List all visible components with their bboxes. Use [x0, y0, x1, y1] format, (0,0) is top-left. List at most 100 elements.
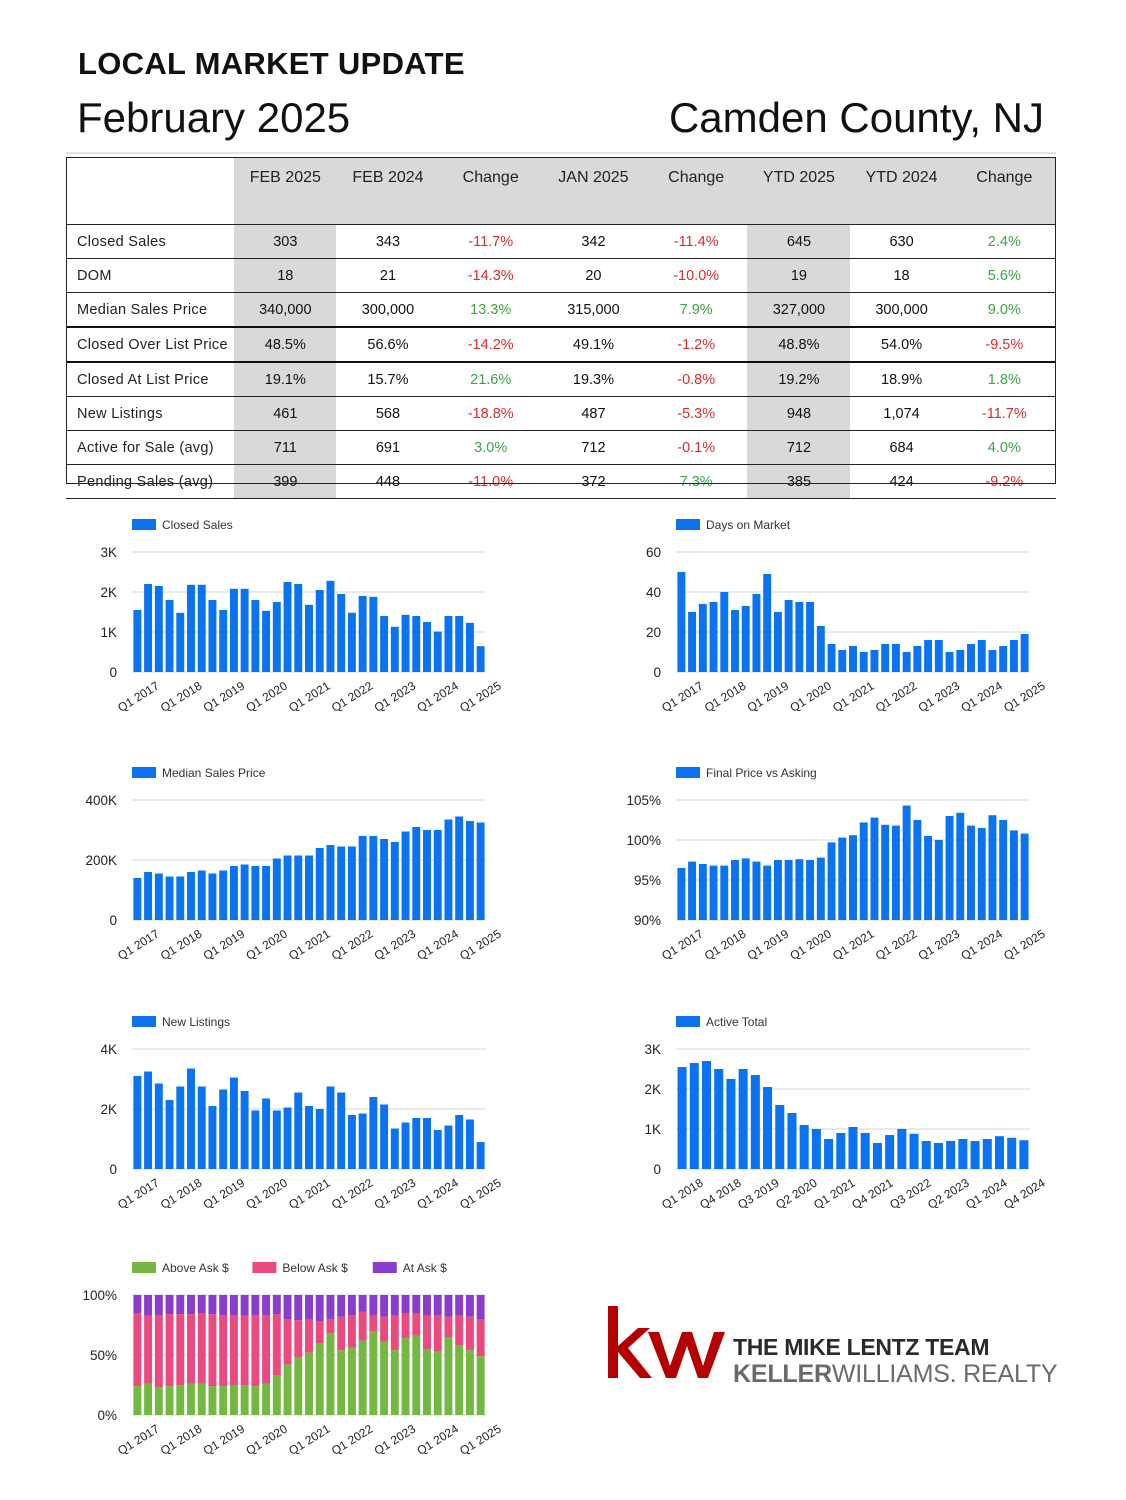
- bar: [455, 816, 464, 920]
- bar-segment: [305, 1319, 313, 1353]
- bar-segment: [176, 1314, 185, 1385]
- bar-segment: [272, 1295, 281, 1315]
- bar: [219, 870, 228, 920]
- x-tick-label: Q2 2023: [925, 1176, 972, 1212]
- bar-segment: [240, 1385, 249, 1415]
- stats-row: Pending Sales (avg) 399 448 -11.0% 372 7.3% 38…: [66, 464, 1056, 499]
- stats-value-cell: 711: [234, 430, 337, 465]
- bar: [999, 820, 1008, 920]
- brokerage-name-rest: WILLIAMS. REALTY: [831, 1360, 1058, 1388]
- report-month: February 2025: [77, 94, 351, 141]
- stats-row: Closed Sales 303 343 -11.7% 342 -11.4% 645 630 2…: [66, 224, 1056, 259]
- bar: [476, 1142, 485, 1169]
- bar: [848, 1127, 858, 1169]
- bar-segment: [219, 1295, 228, 1316]
- y-tick-label: 1K: [100, 625, 117, 640]
- bar: [881, 824, 890, 920]
- y-tick-label: 95%: [634, 873, 661, 888]
- bar: [787, 1113, 797, 1169]
- bar: [165, 876, 174, 920]
- bar: [176, 876, 185, 920]
- above-below-at-ask-chart: Above Ask $ Below Ask $ At Ask $ 0% 50% 100% Q…: [66, 1253, 506, 1483]
- legend-swatch: [132, 1262, 156, 1273]
- x-tick-label: Q1 2021: [286, 1422, 333, 1458]
- bar: [197, 1086, 206, 1169]
- bar: [262, 610, 271, 672]
- bar-segment: [455, 1345, 464, 1415]
- legend-label: Days on Market: [706, 518, 791, 532]
- bar-segment: [465, 1350, 474, 1415]
- bar: [677, 868, 686, 920]
- x-tick-label: Q1 2022: [873, 679, 920, 715]
- stats-row-label: New Listings: [66, 396, 235, 431]
- bar: [187, 1068, 195, 1169]
- bar-segment: [305, 1295, 313, 1319]
- bar-segment: [444, 1295, 453, 1317]
- bar: [921, 1141, 931, 1169]
- x-tick-label: Q1 2022: [329, 927, 376, 963]
- bar: [1020, 634, 1029, 672]
- bar-segment: [369, 1331, 378, 1415]
- stats-value-cell: 19: [747, 258, 851, 293]
- bar: [315, 1109, 324, 1169]
- bar: [934, 640, 943, 672]
- x-tick-label: Q1 2021: [286, 679, 333, 715]
- report-region: Camden County, NJ: [668, 94, 1044, 141]
- bar: [444, 819, 453, 920]
- y-tick-label: 0: [109, 913, 117, 928]
- y-tick-label: 3K: [644, 1042, 661, 1057]
- brokerage-name: KELLERWILLIAMS. REALTY: [733, 1360, 1058, 1389]
- bar: [229, 588, 238, 672]
- bar: [251, 600, 260, 672]
- bar: [731, 860, 739, 920]
- stats-value-cell: 56.6%: [336, 327, 440, 363]
- stats-value-cell: 18: [234, 258, 337, 293]
- stats-corner-cell: [66, 157, 235, 225]
- stats-row: Active for Sale (avg) 711 691 3.0% 712 -0.1% 7…: [66, 430, 1056, 465]
- bar: [240, 864, 249, 920]
- bar: [933, 1143, 943, 1169]
- stats-value-cell: 48.8%: [747, 327, 851, 363]
- bar: [870, 650, 879, 672]
- stats-value-cell: 343: [336, 224, 440, 259]
- bar-segment: [347, 1347, 356, 1415]
- x-tick-label: Q1 2019: [201, 1176, 248, 1212]
- x-tick-label: Q1 2017: [115, 1422, 162, 1458]
- bar: [967, 825, 975, 920]
- bar: [689, 1063, 699, 1169]
- legend-swatch: [132, 767, 156, 778]
- bar: [752, 861, 761, 920]
- stats-header-row: FEB 2025 FEB 2024 Change JAN 2025 Change…: [66, 157, 1056, 225]
- stats-body: Closed Sales 303 343 -11.7% 342 -11.4% 645 630 2…: [66, 224, 1056, 499]
- stats-row-label: Pending Sales (avg): [66, 464, 235, 499]
- bar-segment: [283, 1364, 292, 1415]
- bar: [970, 1141, 980, 1169]
- stats-row: Closed At List Price 19.1% 15.7% 21.6% 19.3%…: [66, 362, 1056, 397]
- stats-change-cell: 2.4%: [952, 224, 1056, 259]
- x-tick-label: Q3 2022: [887, 1176, 934, 1212]
- x-tick-label: Q2 2020: [773, 1176, 820, 1212]
- bar: [315, 848, 324, 920]
- bar: [934, 840, 943, 920]
- bar: [347, 846, 356, 920]
- bar: [423, 1118, 431, 1169]
- bar: [197, 870, 206, 920]
- bar: [795, 602, 804, 672]
- bar: [433, 1130, 442, 1169]
- bar-segment: [272, 1375, 281, 1415]
- stats-value-cell: 645: [747, 224, 851, 259]
- bar: [859, 652, 868, 672]
- bar: [913, 646, 922, 672]
- stats-value-cell: 340,000: [234, 292, 337, 328]
- y-tick-label: 0%: [97, 1408, 117, 1423]
- report-heading: LOCAL MARKET UPDATE: [78, 46, 465, 81]
- bar: [154, 1083, 163, 1169]
- bar: [208, 873, 217, 920]
- legend-swatch: [132, 519, 156, 530]
- bar-segment: [369, 1315, 378, 1331]
- bar: [476, 822, 485, 920]
- x-tick-label: Q1 2025: [457, 927, 504, 963]
- bar: [433, 631, 442, 672]
- column-header: FEB 2024: [336, 157, 440, 225]
- x-tick-label: Q1 2017: [115, 1176, 162, 1212]
